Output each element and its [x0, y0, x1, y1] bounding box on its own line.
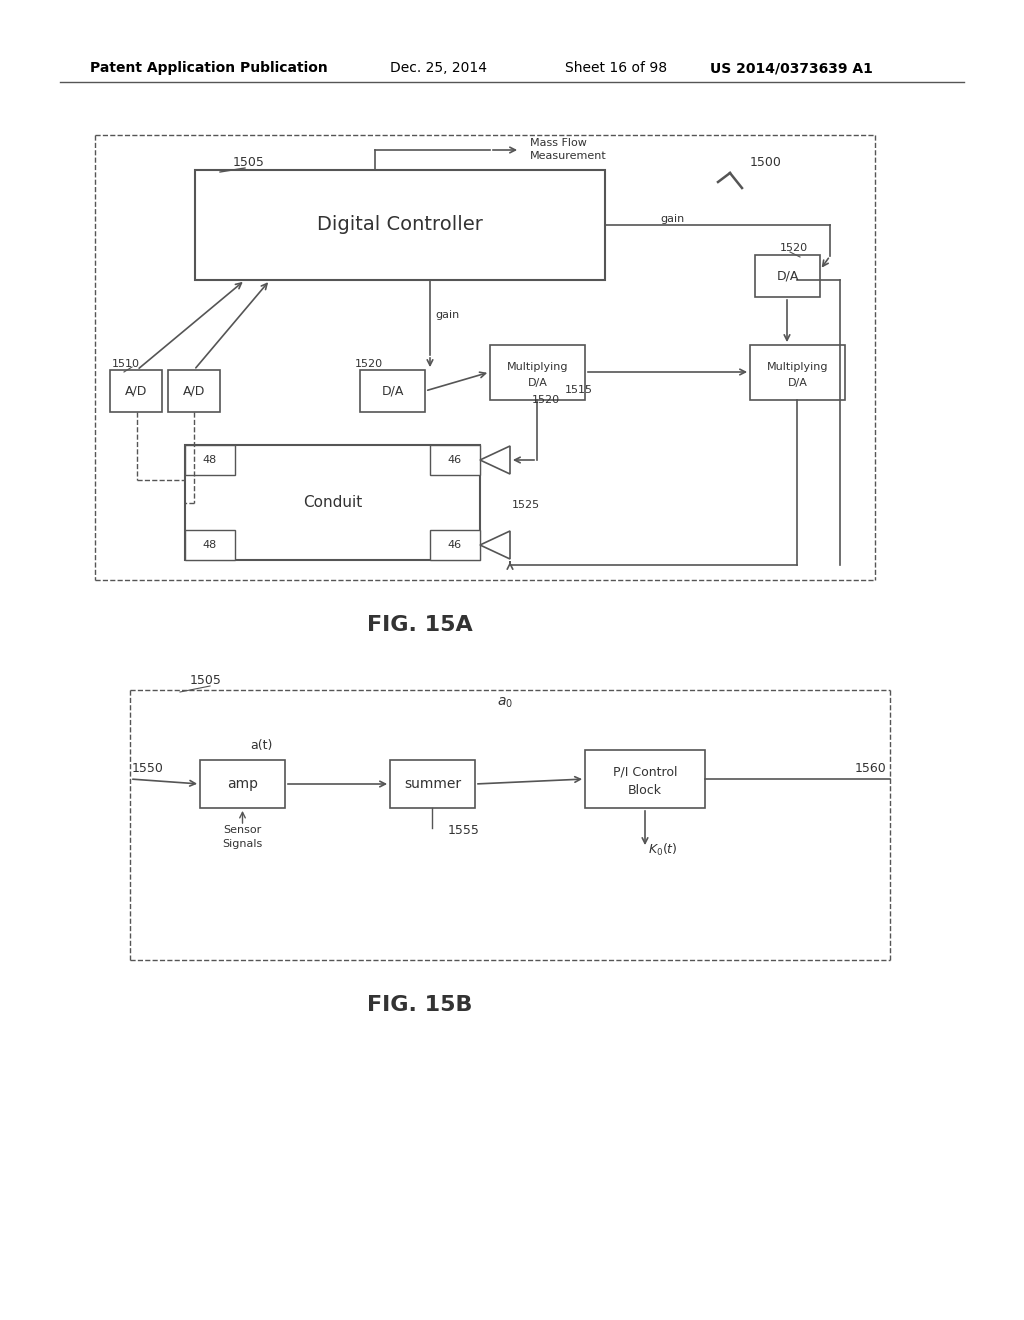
Text: 46: 46 [447, 540, 462, 550]
Text: Conduit: Conduit [303, 495, 362, 510]
Bar [200, 760, 285, 808]
Bar [185, 531, 234, 560]
Text: FIG. 15B: FIG. 15B [368, 995, 473, 1015]
Bar [490, 345, 585, 400]
Text: Sheet 16 of 98: Sheet 16 of 98 [565, 61, 667, 75]
Text: a(t): a(t) [250, 738, 272, 751]
Text: Block: Block [628, 784, 662, 796]
Text: Dec. 25, 2014: Dec. 25, 2014 [390, 61, 487, 75]
Text: $a_0$: $a_0$ [497, 696, 513, 710]
Bar [168, 370, 220, 412]
Text: amp: amp [227, 777, 258, 791]
Text: Digital Controller: Digital Controller [317, 215, 483, 235]
Bar [390, 760, 475, 808]
Text: D/A: D/A [527, 378, 548, 388]
Text: A/D: A/D [183, 384, 205, 397]
Text: 48: 48 [203, 540, 217, 550]
Text: 1505: 1505 [233, 157, 265, 169]
Text: $K_0(t)$: $K_0(t)$ [648, 842, 678, 858]
Text: 1520: 1520 [532, 395, 560, 405]
Bar [360, 370, 425, 412]
Bar [185, 445, 234, 475]
Text: D/A: D/A [787, 378, 808, 388]
Text: Patent Application Publication: Patent Application Publication [90, 61, 328, 75]
Text: 46: 46 [447, 455, 462, 465]
Bar [195, 170, 605, 280]
Text: Measurement: Measurement [530, 150, 607, 161]
Text: Signals: Signals [222, 840, 262, 849]
Text: D/A: D/A [381, 384, 403, 397]
Bar [185, 445, 480, 560]
Text: Multiplying: Multiplying [767, 362, 828, 372]
Text: 1525: 1525 [512, 500, 540, 510]
Text: 1500: 1500 [750, 157, 782, 169]
Bar [585, 750, 705, 808]
Text: Sensor: Sensor [223, 825, 261, 836]
Text: 1520: 1520 [780, 243, 808, 253]
Bar [755, 255, 820, 297]
Bar [430, 531, 480, 560]
Bar [110, 370, 162, 412]
Bar [430, 445, 480, 475]
Text: gain: gain [660, 214, 684, 224]
Text: 1560: 1560 [855, 762, 887, 775]
Bar [750, 345, 845, 400]
Text: 1505: 1505 [190, 673, 222, 686]
Text: 48: 48 [203, 455, 217, 465]
Text: Mass Flow: Mass Flow [530, 139, 587, 148]
Text: 1520: 1520 [355, 359, 383, 370]
Text: A/D: A/D [125, 384, 147, 397]
Text: 1515: 1515 [565, 385, 593, 395]
Text: D/A: D/A [776, 269, 799, 282]
Text: 1555: 1555 [449, 824, 480, 837]
Text: FIG. 15A: FIG. 15A [368, 615, 473, 635]
Text: Multiplying: Multiplying [507, 362, 568, 372]
Text: gain: gain [435, 310, 459, 319]
Text: US 2014/0373639 A1: US 2014/0373639 A1 [710, 61, 872, 75]
Text: 1550: 1550 [132, 762, 164, 775]
Text: summer: summer [403, 777, 461, 791]
Text: 1510: 1510 [112, 359, 140, 370]
Text: P/I Control: P/I Control [612, 766, 677, 779]
